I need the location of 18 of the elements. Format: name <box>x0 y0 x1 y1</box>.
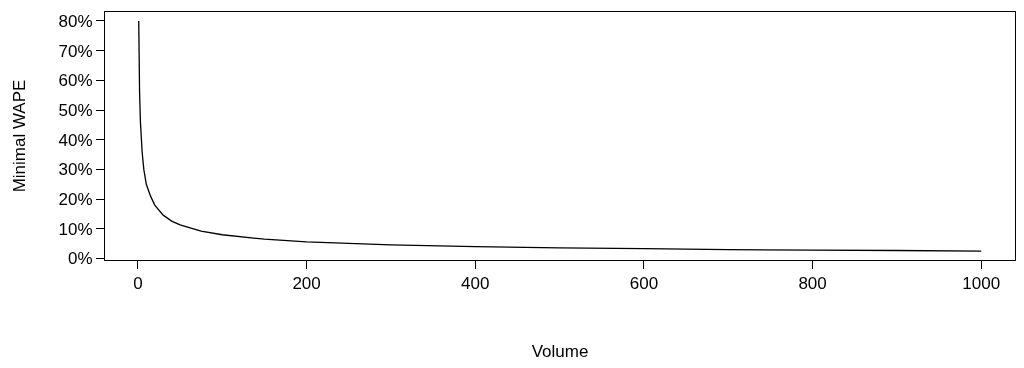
y-tick-label: 30% <box>58 160 93 180</box>
y-tick-label: 10% <box>58 219 93 239</box>
x-tick-label: 0 <box>133 274 143 294</box>
y-axis-title: Minimal WAPE <box>10 79 30 193</box>
y-tick-label: 80% <box>58 11 93 31</box>
x-tick-label: 200 <box>292 274 321 294</box>
y-tick-label: 40% <box>58 130 93 150</box>
x-tick-label: 400 <box>461 274 490 294</box>
y-tick-label: 50% <box>58 100 93 120</box>
line-series <box>138 20 982 252</box>
y-tick-label: 0% <box>68 249 93 269</box>
x-tick-label: 600 <box>629 274 659 294</box>
y-tick-label: 60% <box>58 71 93 91</box>
x-tick-label: 800 <box>798 274 827 294</box>
y-tick-label: 20% <box>58 190 93 210</box>
y-tick-label: 70% <box>58 41 93 61</box>
x-axis-title: Volume <box>531 341 589 361</box>
x-tick-label: 1000 <box>962 274 1001 294</box>
